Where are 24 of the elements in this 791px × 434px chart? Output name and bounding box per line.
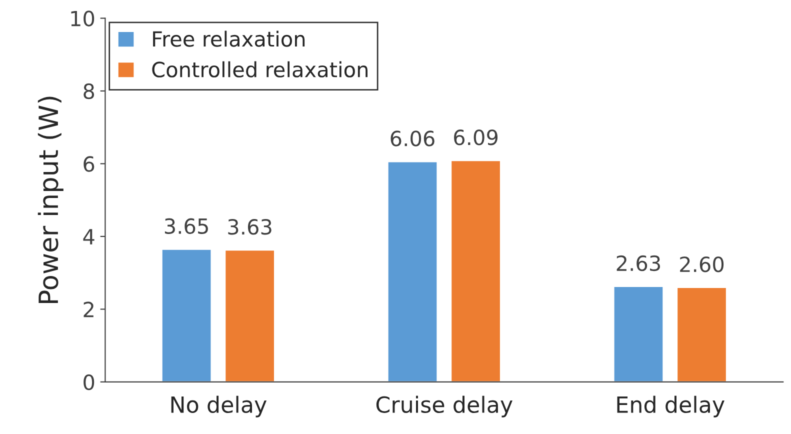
y-tick-label: 6 [84, 156, 94, 172]
data-label: 6.09 [454, 130, 498, 146]
x-tick-label: Cruise delay [376, 396, 512, 418]
bar [612, 286, 664, 382]
legend-label: Controlled relaxation [152, 61, 368, 78]
bar [161, 248, 212, 382]
bar [224, 249, 276, 382]
x-tick-label: No delay [171, 396, 267, 418]
y-tick-label: 2 [84, 302, 94, 318]
data-label: 3.65 [164, 218, 208, 234]
bar [386, 160, 438, 382]
data-label: 6.06 [390, 130, 434, 146]
bar [676, 286, 728, 382]
data-label: 2.60 [680, 256, 724, 272]
y-tick-label: 10 [71, 10, 94, 26]
y-tick-label: 4 [83, 229, 94, 244]
y-tick-label: 8 [84, 83, 94, 100]
bar [450, 160, 502, 382]
data-label: 2.63 [616, 255, 660, 272]
y-tick-label: 0 [84, 374, 94, 390]
legend-label: Free relaxation [153, 30, 305, 47]
y-axis-title: Power input (W) [38, 96, 64, 304]
data-label: 3.63 [228, 218, 272, 235]
x-tick-label: End delay [617, 396, 724, 418]
